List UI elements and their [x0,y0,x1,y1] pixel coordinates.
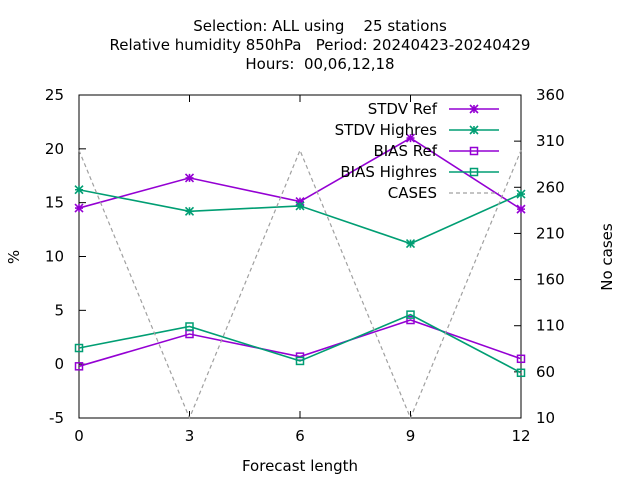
legend-label: STDV Ref [368,100,438,118]
x-tick-label: 0 [74,427,84,445]
data-point [516,204,526,214]
legend-item: STDV Ref [368,100,499,118]
x-tick-label: 6 [295,427,305,445]
y-tick-label: 20 [45,140,64,158]
y-tick-label: 0 [54,355,64,373]
legend-item: STDV Highres [335,121,499,139]
data-point [184,173,195,183]
legend-label: BIAS Ref [373,142,437,160]
plot-frame [78,94,522,419]
chart-title-line-1: Selection: ALL using 25 stations [193,17,447,35]
y2-tick-label: 110 [536,317,565,335]
series-stdv-highres [74,185,526,249]
data-point [295,197,305,207]
y-tick-label: 5 [54,301,64,319]
data-point [185,322,194,331]
legend-label: BIAS Highres [340,163,437,181]
axis-ticks: 0 3 6 9 12 -5 0 5 10 15 20 25 10 60 110 160 210 260 310 360 [45,86,565,445]
data-point [184,206,195,216]
data-point [295,201,305,211]
data-point [74,185,84,195]
data-point [295,356,305,366]
data-point [516,368,526,378]
data-point [405,133,416,143]
y-tick-label: 25 [45,86,64,104]
legend-item: CASES [388,184,499,202]
y2-tick-label: 10 [536,409,555,427]
y-axis-label: % [5,250,23,264]
series-line [78,313,522,374]
x-tick-label: 3 [185,427,195,445]
data-point [406,315,415,325]
y2-tick-label: 360 [536,86,565,104]
y2-tick-label: 310 [536,132,565,150]
y2-axis-label: No cases [598,223,616,291]
series-bias-ref [74,315,526,371]
chart-title-line-2: Relative humidity 850hPa Period: 2024042… [109,36,531,54]
data-point [406,310,415,319]
legend-item: BIAS Highres [340,163,499,181]
data-point [74,203,84,213]
series-lines [74,133,526,420]
x-tick-label: 12 [511,427,530,445]
y-tick-label: 10 [45,248,64,266]
legend-item: BIAS Ref [373,142,499,160]
legend-marker [469,167,479,177]
legend-marker [469,146,479,156]
y-tick-label: -5 [49,409,64,427]
legend-marker [469,125,479,135]
data-point [516,189,526,199]
x-tick-label: 9 [406,427,416,445]
legend-label: CASES [388,184,437,202]
legend: STDV Ref STDV Highres BIAS Ref BIAS Highres… [335,100,499,202]
data-point [516,354,526,364]
plot-border [78,94,522,419]
series-stdv-ref [74,133,526,214]
y2-tick-label: 260 [536,178,565,196]
data-point [405,239,416,249]
x-axis-label: Forecast length [242,457,358,475]
legend-marker [469,104,479,114]
chart-title-line-3: Hours: 00,06,12,18 [245,55,395,73]
data-point [74,362,84,371]
series-bias-highres [74,310,526,378]
y2-tick-label: 60 [536,363,555,381]
y2-tick-label: 210 [536,224,565,242]
y-tick-label: 15 [45,194,64,212]
data-point [74,343,84,353]
y2-tick-label: 160 [536,271,565,289]
legend-label: STDV Highres [335,121,438,139]
series-line [78,319,522,368]
